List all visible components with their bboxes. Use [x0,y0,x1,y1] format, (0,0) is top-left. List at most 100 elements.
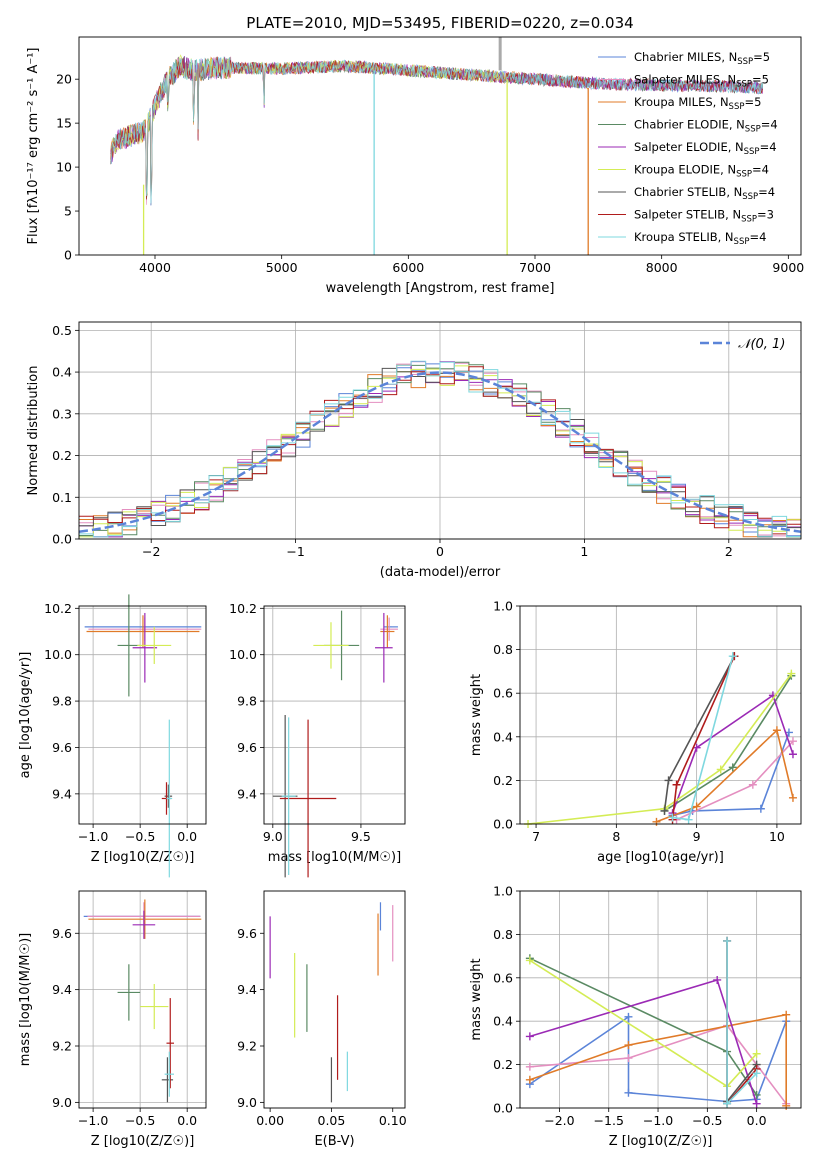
legend-label-text: Kroupa MILES, N [634,95,729,109]
mass-weight-point-marker [624,1054,633,1063]
legend-label-text: Salpeter STELIB, N [634,208,741,222]
legend-label-text: Salpeter MILES, N [634,73,736,87]
mass-weight-vs-age-panel: 7 8 9 10 0.0 0.2 0.4 0.6 0.8 1.0 age [log10(age/yr… [469,599,802,865]
mass-weight-point-marker [664,776,673,785]
mass-weight-series-line [656,728,794,823]
y-axis-label: Normed distribution [26,366,41,496]
legend-label: Chabrier STELIB, NSSP=4 [634,185,775,202]
age-vs-mass-panel: 9.0 9.5 9.4 9.6 9.8 10.0 10.2 mass [log10(M/M☉)… [229,601,406,878]
legend-label: Chabrier ELODIE, NSSP=4 [634,118,778,135]
legend-label-text: Chabrier MILES, N [634,50,737,64]
legend-label-subscript: SSP [736,80,752,90]
y-tick-label: 9.8 [237,694,257,709]
y-tick-label: 9.0 [237,1095,257,1110]
y-tick-label: 9.4 [52,982,72,997]
mass-weight-point-marker [525,1075,534,1084]
y-tick-label: 0 [64,248,72,263]
y-tick-label: 9.4 [237,982,257,997]
x-axis-label: mass [log10(M/M☉)] [268,850,401,865]
mass-weight-series-line [671,655,736,820]
gaussian-reference-curve [79,371,801,533]
y-axis-label: mass [log10(M/M☉)] [18,933,33,1066]
mass-weight-point-marker [752,1099,761,1108]
x-tick-label: 9.5 [351,829,371,844]
x-axis-label: Z [log10(Z/Z☉)] [91,1134,195,1149]
legend-label: Salpeter ELODIE, NSSP=4 [634,140,777,157]
x-tick-label: 9000 [772,260,804,275]
x-tick-label: −1.0 [78,1113,108,1128]
mass-weight-point-marker [692,802,701,811]
spectrum-series-line [110,56,764,204]
mass-weight-point-marker [660,806,669,815]
y-tick-label: 0.2 [52,448,72,463]
y-tick-label: 0.2 [493,1057,513,1072]
axes-frame [78,36,802,256]
y-tick-label: 9.6 [52,740,72,755]
axes-frame [78,321,802,540]
legend-label-text: Chabrier STELIB, N [634,185,742,199]
mass-weight-point-marker [525,1032,534,1041]
legend-label-suffix: =4 [760,140,777,154]
y-tick-label: 1.0 [493,599,513,614]
axes-frame [78,890,207,1109]
y-tick-label: 20 [56,72,72,87]
x-tick-label: −2 [142,544,160,559]
x-tick-label: 8000 [646,260,678,275]
mass-weight-point-marker [728,652,737,661]
x-tick-label: 9.0 [263,829,283,844]
x-tick-label: −1.5 [594,1113,624,1128]
mass-weight-series-line [529,1015,787,1103]
axes-frame [263,890,406,1109]
legend-label-suffix: =4 [749,230,766,244]
legend-label-subscript: SSP [729,102,745,112]
y-tick-label: 9.2 [237,1039,257,1054]
axes-frame [519,605,802,825]
mass-weight-point-marker [525,1062,534,1071]
legend-label: Salpeter MILES, NSSP=5 [634,73,769,90]
spectrum-panel: 4000 5000 6000 7000 8000 9000 0 5 10 15 20 waveleng… [26,36,804,296]
x-axis-label: (data-model)/error [380,565,501,580]
mass-weight-point-marker [723,936,732,945]
legend-label: Chabrier MILES, NSSP=5 [634,50,770,67]
y-tick-label: 0.6 [493,686,513,701]
y-tick-label: 5 [64,204,72,219]
x-tick-label: 0.0 [177,1113,197,1128]
y-tick-label: 0.4 [493,1014,513,1029]
y-tick-label: 9.6 [237,926,257,941]
y-tick-label: 0.8 [493,927,513,942]
mass-weight-series-line [529,1013,787,1106]
mass-weight-series-line [726,940,758,1106]
age-vs-metallicity-panel: −1.0 −0.5 0.0 9.4 9.6 9.8 10.0 10.2 Z [log10(Z/Z… [18,594,207,878]
y-tick-label: 0.4 [52,365,72,380]
axes-frame [78,605,207,825]
legend-label-text: Kroupa STELIB, N [634,230,734,244]
mass-weight-vs-metallicity-panel: −2.0 −1.5 −1.0 −0.5 0.0 0.0 0.2 0.4 0.6 0.8 1.0 Z [… [469,884,802,1149]
y-axis-label: Flux [fλ10⁻¹⁷ erg cm⁻² s⁻¹ A⁻¹] [26,48,41,245]
mass-weight-point-marker [788,737,797,746]
y-tick-label: 0.3 [52,406,72,421]
mass-weight-point-marker [782,1010,791,1019]
spectrum-series-line [110,54,507,195]
y-axis-label: age [log10(age/yr)] [18,652,33,779]
y-tick-label: 0.5 [52,323,72,338]
x-tick-label: −1 [286,544,304,559]
y-tick-label: 9.4 [237,786,257,801]
legend-label-suffix: =4 [752,163,769,177]
legend-label: Kroupa ELODIE, NSSP=4 [634,163,769,180]
legend-label-suffix: =5 [753,50,770,64]
legend-label-text: Salpeter ELODIE, N [634,140,744,154]
mass-weight-point-marker [748,780,757,789]
x-axis-label: Z [log10(Z/Z☉)] [91,850,195,865]
legend-label: Kroupa STELIB, NSSP=4 [634,230,766,247]
mass-weight-point-marker [752,1069,761,1078]
mass-weight-point-marker [525,956,534,965]
x-axis-label: age [log10(age/yr)] [597,850,724,865]
mass-weight-point-marker [752,1049,761,1058]
x-tick-label: 0.05 [318,1113,346,1128]
legend-label-subscript: SSP [744,147,760,157]
legend-label-subscript: SSP [734,237,750,247]
mass-weight-point-marker [756,804,765,813]
histogram-series-step [79,366,801,535]
